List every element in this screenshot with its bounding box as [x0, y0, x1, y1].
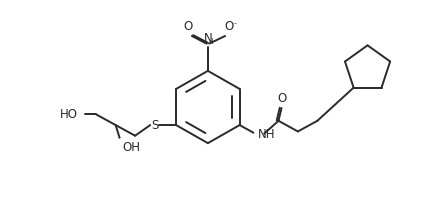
Text: HO: HO: [60, 108, 78, 121]
Text: OH: OH: [122, 141, 140, 154]
Text: N: N: [204, 32, 212, 45]
Text: NH: NH: [258, 128, 276, 141]
Text: +: +: [208, 37, 215, 46]
Text: ⁻: ⁻: [233, 21, 237, 31]
Text: O: O: [277, 92, 287, 105]
Text: O: O: [224, 20, 233, 33]
Text: S: S: [151, 119, 158, 132]
Text: O: O: [184, 20, 193, 33]
